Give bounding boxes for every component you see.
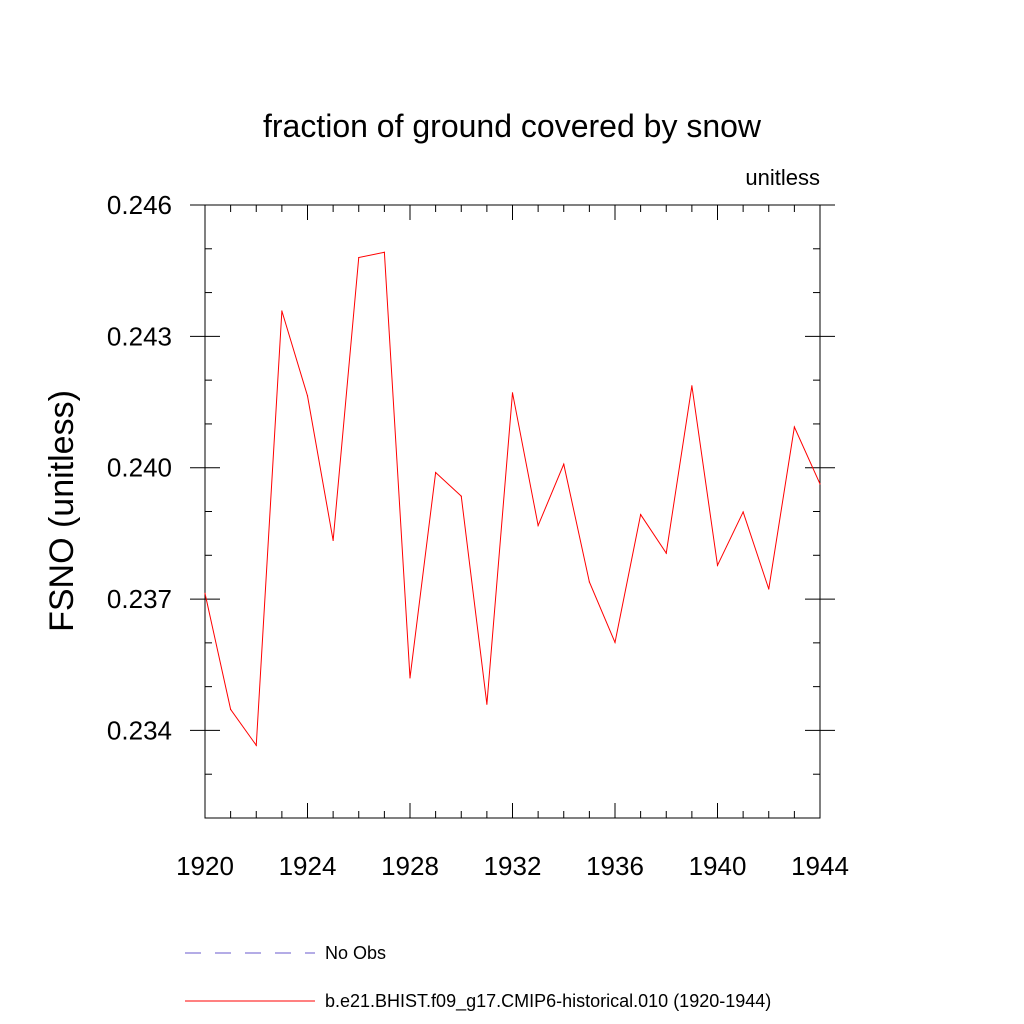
data-point xyxy=(358,256,360,259)
data-point xyxy=(230,708,232,711)
series-line-0 xyxy=(204,251,821,747)
y-tick-label: 0.237 xyxy=(107,584,172,614)
legend: No Obs b.e21.BHIST.f09_g17.CMIP6-histori… xyxy=(185,943,771,1012)
data-point xyxy=(793,426,795,428)
y-tick-label: 0.246 xyxy=(107,190,172,220)
legend-label-historical: b.e21.BHIST.f09_g17.CMIP6-historical.010… xyxy=(325,991,771,1012)
data-point xyxy=(409,677,411,679)
x-tick-label: 1928 xyxy=(381,851,439,881)
x-axis-ticks xyxy=(204,205,821,818)
data-point xyxy=(511,392,514,394)
data-point xyxy=(383,251,385,253)
data-point xyxy=(537,524,539,527)
data-point xyxy=(819,483,821,485)
data-point xyxy=(614,641,616,644)
data-point xyxy=(306,395,309,397)
x-axis-tick-labels: 1920 1924 1928 1932 1936 1940 1944 xyxy=(176,851,849,881)
data-point xyxy=(435,471,437,474)
legend-label-no-obs: No Obs xyxy=(325,943,386,963)
data-point xyxy=(332,539,334,541)
y-tick-label: 0.243 xyxy=(107,321,172,351)
x-tick-label: 1920 xyxy=(176,851,234,881)
x-tick-label: 1944 xyxy=(791,851,849,881)
data-point xyxy=(691,385,693,387)
data-point xyxy=(204,592,206,594)
y-tick-label: 0.240 xyxy=(107,453,172,483)
data-point xyxy=(255,744,257,746)
data-point xyxy=(742,511,744,513)
x-tick-label: 1940 xyxy=(689,851,747,881)
data-point xyxy=(665,552,667,554)
plot-frame xyxy=(204,204,821,819)
chart-title: fraction of ground covered by snow xyxy=(263,108,762,144)
units-label: unitless xyxy=(745,165,820,190)
data-point xyxy=(460,495,462,497)
data-point xyxy=(768,588,770,590)
x-tick-label: 1924 xyxy=(279,851,337,881)
data-point xyxy=(640,513,642,516)
y-axis-title: FSNO (unitless) xyxy=(43,390,81,632)
y-tick-label: 0.234 xyxy=(107,715,172,745)
x-tick-label: 1936 xyxy=(586,851,644,881)
y-axis-ticks xyxy=(190,204,835,819)
data-point xyxy=(281,310,283,312)
series-group xyxy=(204,251,821,747)
data-point xyxy=(716,564,719,566)
y-axis-tick-labels: 0.234 0.237 0.240 0.243 0.246 xyxy=(107,190,172,745)
data-point xyxy=(563,463,565,465)
data-point xyxy=(588,581,590,583)
x-tick-label: 1932 xyxy=(484,851,542,881)
data-point xyxy=(486,703,488,705)
